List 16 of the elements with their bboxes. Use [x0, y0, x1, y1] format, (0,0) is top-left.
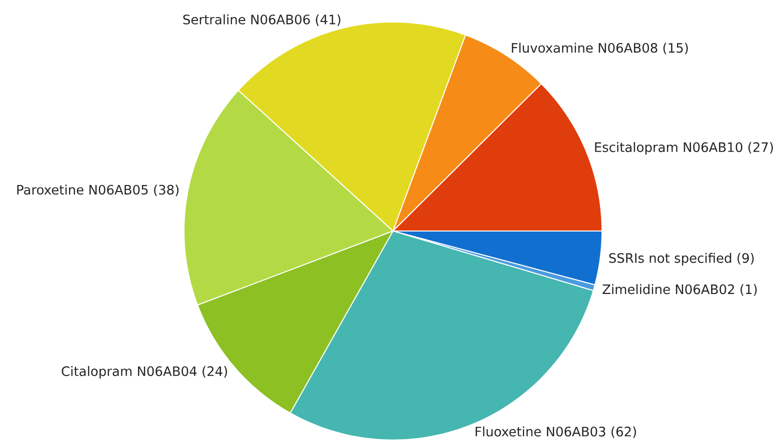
data-label: (9) [738, 252, 754, 264]
slice-label: Citalopram N06AB04 [62, 366, 197, 379]
slice-label: Fluoxetine N06AB03 [476, 426, 606, 436]
data-label: (15) [663, 42, 688, 54]
data-label: (38) [154, 184, 179, 196]
data-label: (62) [612, 426, 636, 438]
slice-label: SSRIs not specified [609, 252, 732, 266]
data-label: (1) [740, 284, 757, 296]
slice-label: Paroxetine N06AB05 [17, 184, 148, 195]
data-label: (24) [202, 366, 228, 378]
slice-label: Zimelidine N06AB02 [602, 284, 734, 294]
slice-label: Sertraline N06AB06 [183, 14, 310, 24]
data-label: (27) [748, 142, 773, 154]
data-label: (41) [316, 14, 340, 26]
slice-label: Fluvoxamine N06AB08 [512, 42, 658, 53]
slice-label: Escitalopram N06AB10 [595, 142, 742, 155]
